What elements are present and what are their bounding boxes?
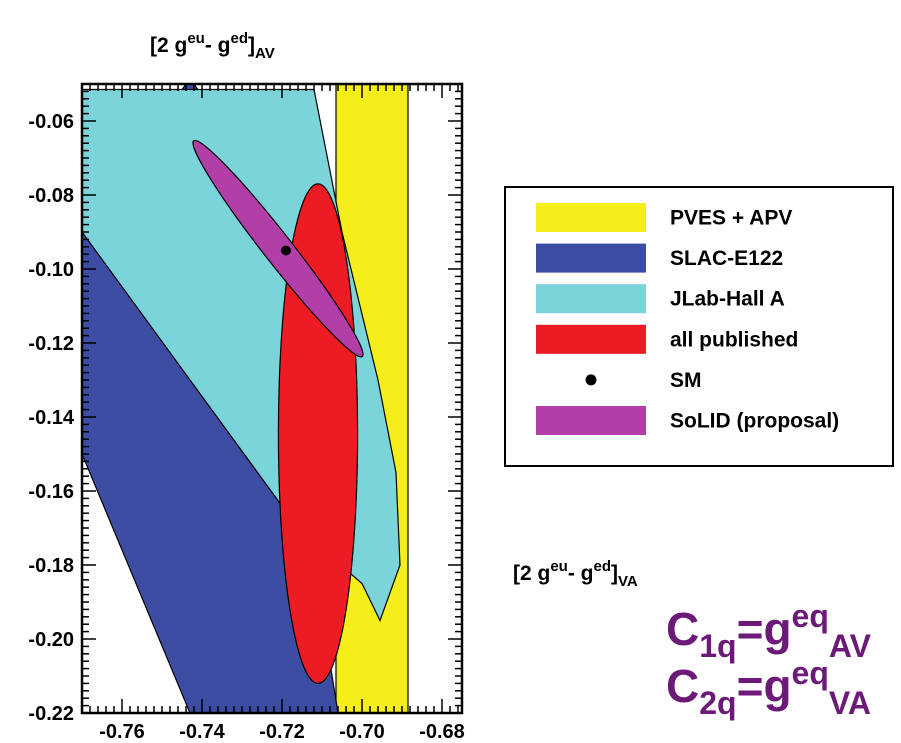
y-tick-label: -0.22 [28,703,74,725]
legend-label: all published [670,328,798,351]
legend-swatch [536,203,646,232]
legend-swatch [536,324,646,354]
axis-ticks [81,83,462,714]
x-axis-title: [2 geu- ged]VA [513,558,638,590]
legend-label: SoLID (proposal) [670,410,839,433]
tick-labels: -0.76 -0.74 -0.72 -0.70 -0.68 -0.06 -0.08 -0.10… [28,111,464,743]
y-tick-label: -0.18 [28,555,74,577]
plot-frame [80,82,464,715]
y-tick-label: -0.14 [28,407,74,429]
y-tick-label: -0.20 [28,629,74,651]
y-tick-label: -0.12 [28,333,74,355]
legend-label: SLAC-E122 [670,247,783,270]
x-tick-label: -0.76 [99,721,145,743]
formula-c2q: C2q=geqVA [666,655,871,721]
legend-swatch [536,406,646,435]
legend-label: SM [670,369,702,392]
y-tick-label: -0.06 [28,111,74,133]
formula-c1q: C1q=geqAV [666,598,872,664]
legend-item-all-published: all published [536,324,798,354]
x-tick-label: -0.74 [179,721,225,743]
legend-item-slac-e122: SLAC-E122 [536,243,783,273]
y-tick-label: -0.16 [28,481,74,503]
legend-label: JLab-Hall A [670,288,785,311]
legend-item-sm: SM [585,369,702,392]
x-tick-label: -0.70 [339,721,385,743]
series-sm [281,245,291,256]
legend: PVES + APV SLAC-E122 JLab-Hall A all publis… [536,203,839,435]
plot-area [82,84,462,713]
legend-item-pves-apv: PVES + APV [536,203,792,232]
x-tick-label: -0.68 [419,721,465,743]
x-tick-label: -0.72 [259,721,305,743]
y-tick-label: -0.10 [28,259,74,281]
legend-label: PVES + APV [670,207,792,230]
series-solid-proposal [192,139,364,358]
y-axis-title: [2 geu- ged]AV [150,30,275,62]
legend-item-jlab-hall-a: JLab-Hall A [536,284,785,314]
legend-swatch [536,284,646,314]
legend-swatch [536,243,646,273]
legend-item-solid-proposal: SoLID (proposal) [536,406,839,435]
legend-marker [585,374,597,386]
y-tick-label: -0.08 [28,185,74,207]
